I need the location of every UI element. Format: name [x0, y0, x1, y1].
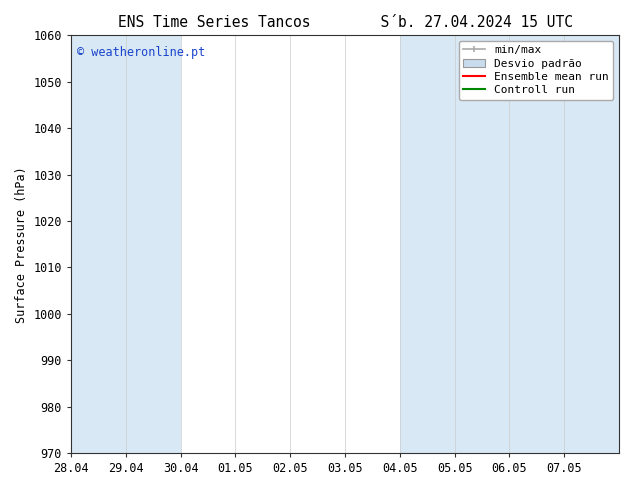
Y-axis label: Surface Pressure (hPa): Surface Pressure (hPa)	[15, 166, 28, 322]
Text: © weatheronline.pt: © weatheronline.pt	[77, 46, 205, 59]
Bar	[71, 35, 126, 453]
Title: ENS Time Series Tancos        S´b. 27.04.2024 15 UTC: ENS Time Series Tancos S´b. 27.04.2024 1…	[117, 15, 573, 30]
Bar	[509, 35, 564, 453]
Bar	[455, 35, 509, 453]
Bar	[126, 35, 181, 453]
Bar	[564, 35, 619, 453]
Bar	[400, 35, 455, 453]
Legend: min/max, Desvio padrão, Ensemble mean run, Controll run: min/max, Desvio padrão, Ensemble mean ru…	[458, 41, 614, 100]
